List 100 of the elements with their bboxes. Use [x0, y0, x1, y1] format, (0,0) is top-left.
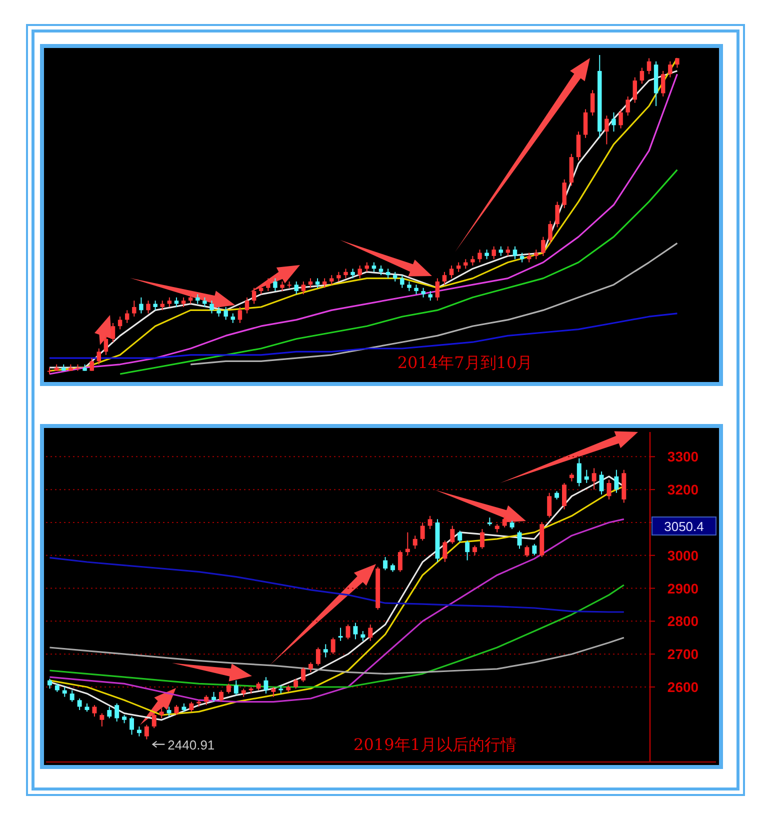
- candlestick: [392, 271, 398, 282]
- candlestick: [189, 701, 194, 712]
- candlestick: [442, 540, 448, 562]
- annotation: 2440.91: [168, 737, 215, 752]
- candlestick: [632, 76, 638, 104]
- candlestick: [358, 265, 362, 279]
- candlestick: [465, 540, 470, 561]
- candlestick: [264, 676, 268, 694]
- candlestick: [92, 704, 97, 718]
- y-tick-label: 2900: [667, 580, 699, 596]
- candlestick: [77, 698, 82, 711]
- candlestick: [280, 280, 284, 292]
- candlestick: [604, 115, 609, 145]
- candlestick: [166, 706, 172, 718]
- line-series: [48, 518, 625, 703]
- candlestick: [576, 458, 582, 487]
- candlestick: [216, 306, 221, 318]
- line-series: [48, 556, 625, 613]
- candlestick: [590, 90, 595, 116]
- candlestick: [219, 690, 224, 702]
- candlestick: [428, 515, 432, 530]
- line-series: [48, 636, 625, 675]
- candlestick: [420, 522, 425, 542]
- candlestick: [308, 662, 313, 673]
- candlestick: [353, 622, 358, 640]
- candlestick: [668, 60, 672, 78]
- candlestick: [181, 296, 186, 308]
- candlestick: [244, 296, 250, 314]
- candlestick: [174, 704, 179, 716]
- candlestick: [159, 708, 164, 719]
- candlestick: [336, 271, 341, 282]
- candlestick: [407, 280, 412, 292]
- candlestick: [130, 716, 134, 736]
- y-tick-label: 3200: [667, 482, 699, 498]
- candlestick: [146, 300, 150, 314]
- candlestick: [174, 296, 179, 308]
- candlestick: [449, 265, 454, 279]
- candlestick: [626, 96, 630, 116]
- candlestick: [599, 470, 604, 496]
- candlestick: [144, 724, 149, 740]
- candlestick: [294, 280, 298, 295]
- candlestick: [338, 627, 343, 642]
- candlestick: [562, 178, 566, 209]
- candlestick: [114, 702, 120, 722]
- candlestick: [398, 550, 402, 572]
- candlestick: [70, 690, 74, 702]
- candlestick: [252, 287, 256, 304]
- candlestick: [640, 67, 644, 84]
- candlestick: [271, 686, 276, 698]
- candlestick: [646, 58, 652, 75]
- candlestick: [592, 468, 596, 490]
- candlestick: [230, 312, 236, 324]
- candlestick: [450, 525, 455, 544]
- candlestick: [660, 70, 666, 97]
- candlestick: [238, 306, 242, 324]
- candlestick: [152, 712, 156, 729]
- candlestick: [534, 249, 538, 260]
- candlestick: [167, 296, 172, 308]
- candlestick: [532, 543, 537, 556]
- candlestick: [548, 220, 552, 244]
- candlestick: [153, 300, 158, 311]
- candlestick: [139, 296, 144, 314]
- candlestick: [612, 112, 616, 132]
- candlestick: [541, 236, 546, 256]
- candlestick: [492, 246, 496, 260]
- candlestick: [224, 306, 228, 320]
- candlestick: [330, 637, 336, 655]
- candlestick: [378, 265, 384, 276]
- candlestick: [562, 482, 566, 510]
- candlestick: [547, 492, 552, 518]
- candlestick: [316, 647, 320, 666]
- candlestick: [414, 284, 418, 295]
- candlestick: [132, 300, 136, 318]
- candlestick: [323, 644, 328, 658]
- candlestick: [412, 535, 418, 550]
- candlestick: [478, 249, 482, 263]
- candlestick: [344, 268, 348, 279]
- candlestick: [502, 515, 507, 528]
- candlestick: [210, 300, 214, 314]
- y-tick-label: 2800: [667, 613, 699, 630]
- candlestick: [301, 666, 306, 683]
- candlestick: [273, 278, 278, 292]
- candlestick: [470, 255, 475, 266]
- candlestick: [555, 201, 560, 228]
- candlestick: [62, 686, 67, 698]
- candlestick: [584, 469, 589, 484]
- candlestick: [400, 274, 404, 288]
- candlestick: [458, 530, 462, 543]
- candlestick: [124, 310, 130, 324]
- candlestick: [512, 246, 518, 260]
- candlestick: [360, 630, 366, 642]
- y-tick-label: 3000: [667, 547, 699, 564]
- candlestick: [472, 545, 477, 556]
- candlestick: [614, 469, 619, 494]
- candlestick: [47, 678, 52, 690]
- annotation: 2014年7月到10月: [397, 353, 533, 372]
- candlestick: [96, 348, 102, 365]
- candlestick: [90, 358, 94, 372]
- candlestick: [136, 726, 142, 737]
- candlestick: [204, 694, 209, 706]
